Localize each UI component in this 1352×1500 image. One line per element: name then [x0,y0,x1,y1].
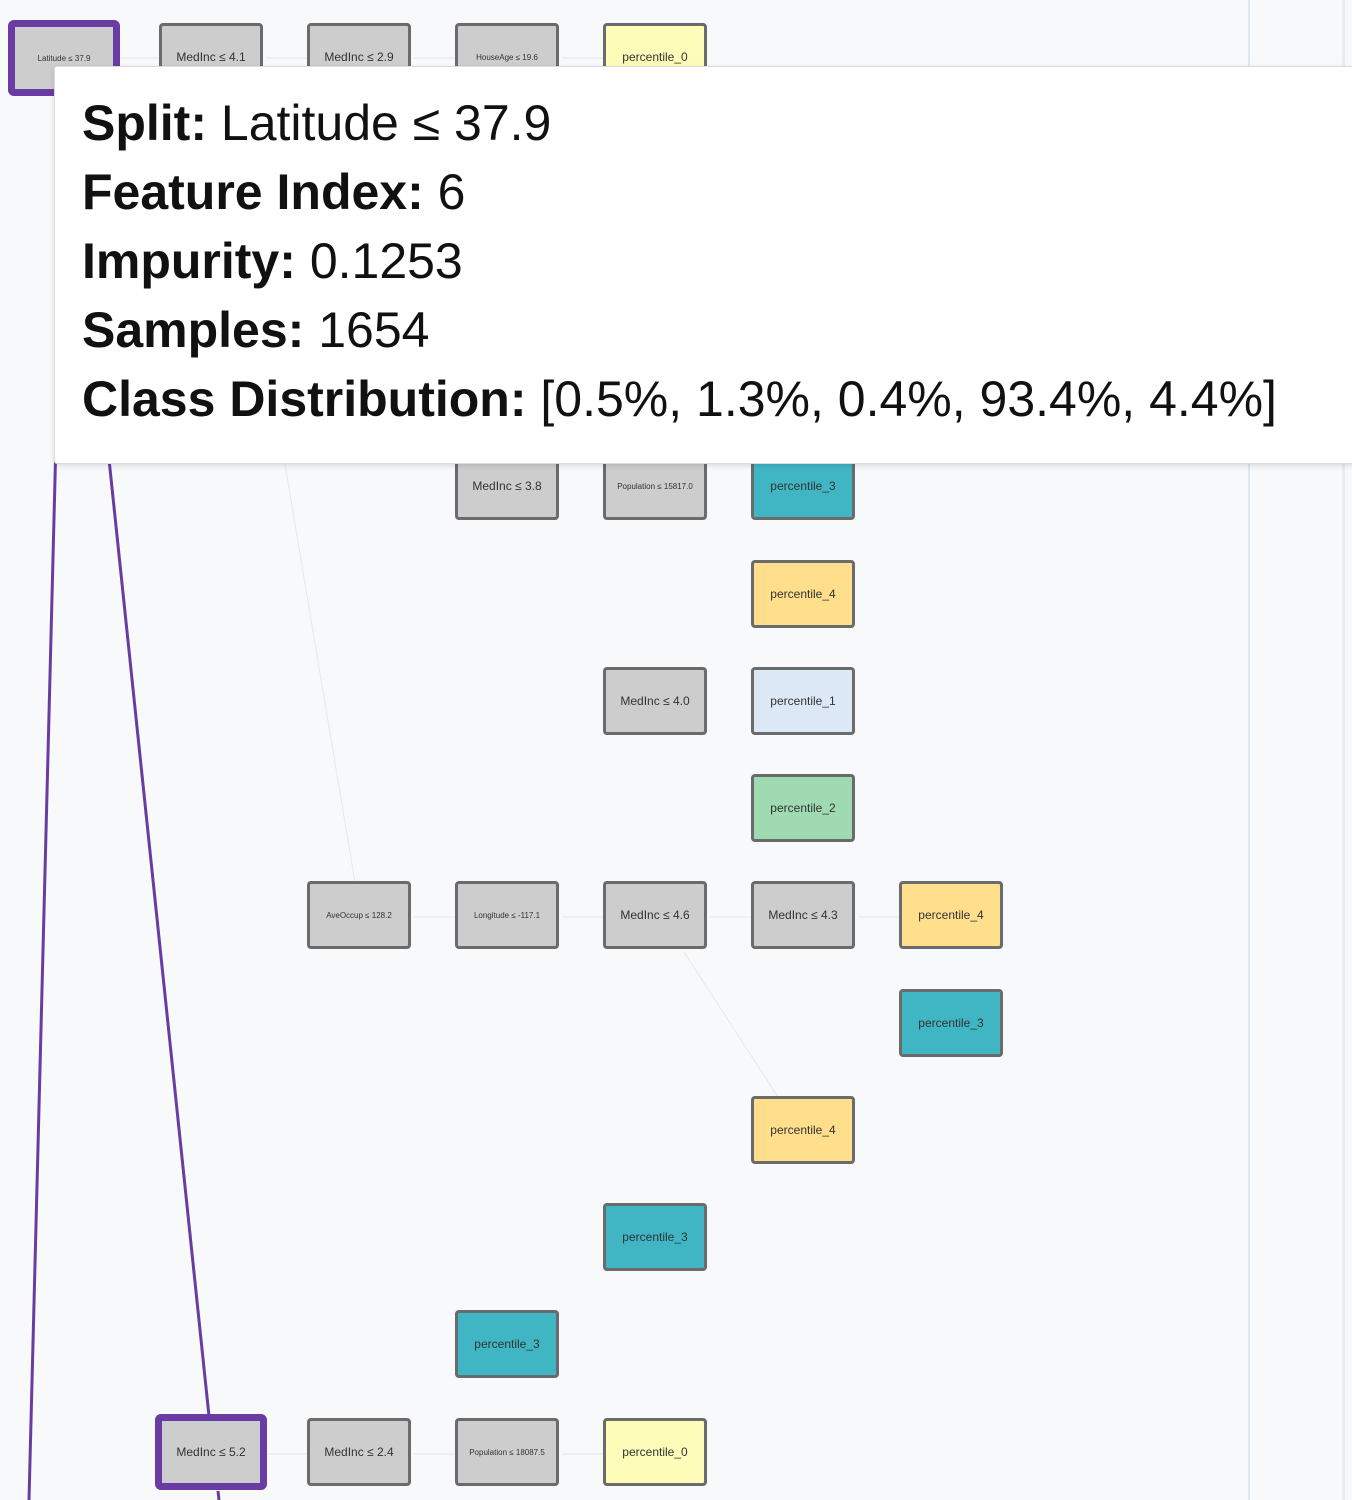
node-population-split[interactable]: Population ≤ 18087.5 [455,1418,559,1486]
scrollbar-track[interactable] [1342,0,1345,1500]
tooltip-feature-value: 6 [437,164,466,220]
tooltip-impurity-label: Impurity: [82,233,296,289]
node-leaf-percentile-0[interactable]: percentile_0 [603,1418,707,1486]
node-leaf-percentile-1[interactable]: percentile_1 [751,667,855,735]
tooltip-split-value: Latitude ≤ 37.9 [220,95,552,151]
edge-highlight-left [27,439,58,1500]
tooltip-samples-value: 1654 [318,302,430,358]
node-medinc-split[interactable]: MedInc ≤ 4.0 [603,667,707,735]
node-leaf-percentile-3[interactable]: percentile_3 [899,989,1003,1057]
tooltip-feature-row: Feature Index: 6 [82,158,1352,227]
tooltip-samples-label: Samples: [82,302,305,358]
node-leaf-percentile-4[interactable]: percentile_4 [899,881,1003,949]
tooltip-samples-row: Samples: 1654 [82,296,1352,365]
tooltip-feature-label: Feature Index: [82,164,424,220]
tooltip-split-row: Split: Latitude ≤ 37.9 [82,89,1352,158]
node-longitude-split[interactable]: Longitude ≤ -117.1 [455,881,559,949]
tooltip-distribution-value: [0.5%, 1.3%, 0.4%, 93.4%, 4.4%] [540,371,1277,427]
tooltip-distribution-row: Class Distribution: [0.5%, 1.3%, 0.4%, 9… [82,365,1352,434]
tooltip-impurity-row: Impurity: 0.1253 [82,227,1352,296]
edge-highlight-right [105,439,211,1417]
tooltip-split-label: Split: [82,95,207,151]
node-medinc-split[interactable]: MedInc ≤ 4.3 [751,881,855,949]
node-leaf-percentile-3[interactable]: percentile_3 [455,1310,559,1378]
node-medinc-split-highlighted[interactable]: MedInc ≤ 5.2 [155,1414,267,1490]
edge-c3-c7 [683,951,779,1098]
tooltip-impurity-value: 0.1253 [309,233,463,289]
node-aveoccup-split[interactable]: AveOccup ≤ 128.2 [307,881,411,949]
node-leaf-percentile-4[interactable]: percentile_4 [751,560,855,628]
node-leaf-percentile-4[interactable]: percentile_4 [751,1096,855,1164]
node-leaf-percentile-2[interactable]: percentile_2 [751,774,855,842]
edge-highlight-bottom [216,1490,221,1500]
node-tooltip: Split: Latitude ≤ 37.9 Feature Index: 6 … [54,66,1352,464]
tooltip-distribution-label: Class Distribution: [82,371,527,427]
node-medinc-split[interactable]: MedInc ≤ 4.6 [603,881,707,949]
node-leaf-percentile-3[interactable]: percentile_3 [603,1203,707,1271]
edge-a1-c1 [284,463,356,883]
node-medinc-split[interactable]: MedInc ≤ 2.4 [307,1418,411,1486]
